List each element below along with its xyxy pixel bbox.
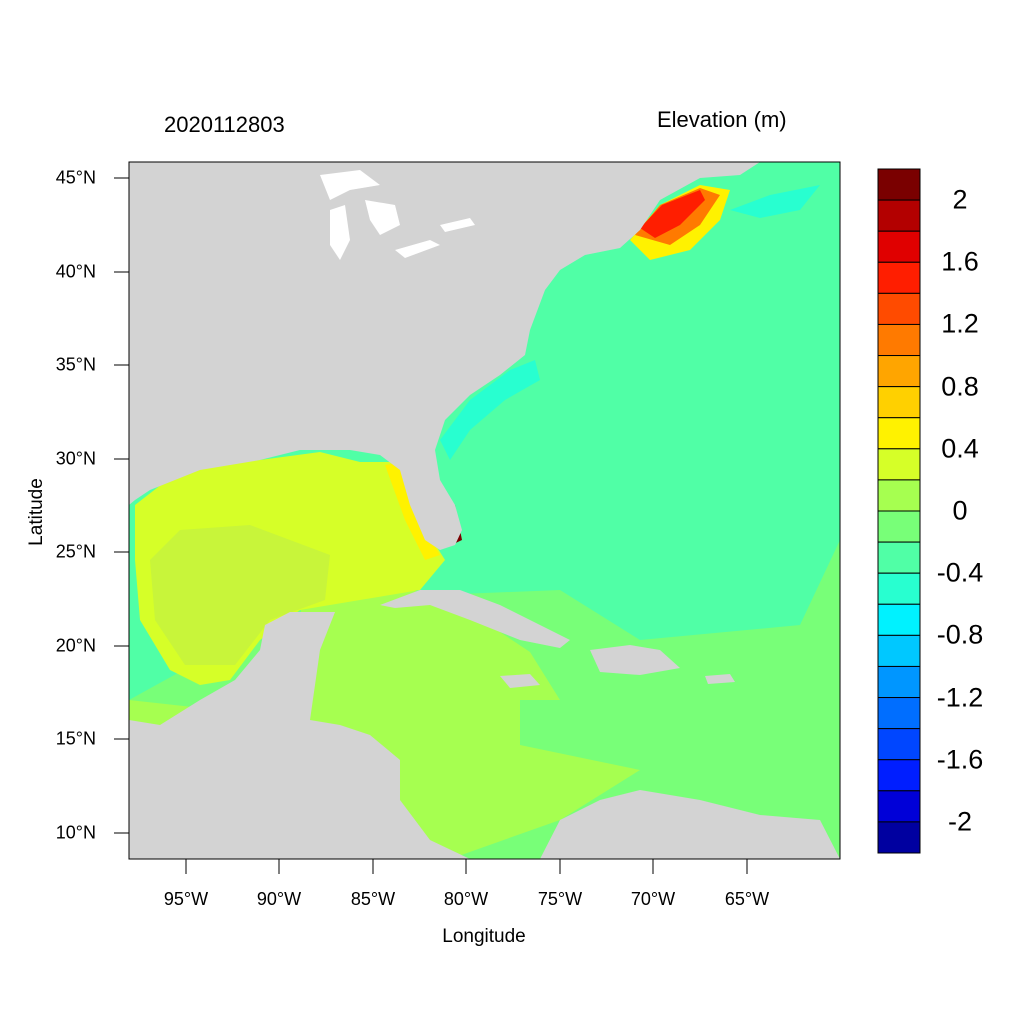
colorbar-swatch xyxy=(877,759,921,792)
lon-tick-label: 95°W xyxy=(163,889,209,909)
axis-ticks xyxy=(114,177,748,874)
lat-tick-label: 10°N xyxy=(55,822,96,843)
colorbar-swatch xyxy=(877,697,921,730)
colorbar-label: 1.6 xyxy=(941,246,979,277)
colorbar-label: -1.2 xyxy=(936,682,984,713)
lon-tick-label: 75°W xyxy=(537,889,583,909)
colorbar-swatch xyxy=(877,199,921,232)
colorbar xyxy=(877,168,921,854)
colorbar-swatch xyxy=(877,821,921,854)
north-america-land xyxy=(129,162,760,550)
colorbar-swatch xyxy=(877,261,921,294)
colorbar-swatch xyxy=(877,634,921,667)
colorbar-label: -0.4 xyxy=(936,557,984,588)
variable-title: Elevation (m) xyxy=(657,107,787,132)
colorbar-label: 0 xyxy=(952,495,968,526)
colorbar-swatch xyxy=(877,292,921,325)
x-axis-title: Longitude xyxy=(442,926,526,947)
lon-tick-label: 70°W xyxy=(630,889,676,909)
colorbar-swatch xyxy=(877,728,921,761)
colorbar-swatch xyxy=(877,386,921,419)
lake-superior xyxy=(320,170,380,200)
new-england-surge-high xyxy=(640,190,705,238)
colorbar-label: 1.2 xyxy=(941,308,979,339)
hispaniola xyxy=(590,645,680,675)
lon-tick-label: 65°W xyxy=(724,889,770,909)
map-layers xyxy=(129,162,840,859)
lat-tick-label: 45°N xyxy=(55,167,96,188)
colorbar-swatch xyxy=(877,572,921,605)
colorbar-swatch xyxy=(877,355,921,388)
colorbar-swatch xyxy=(877,790,921,823)
lat-tick-label: 15°N xyxy=(55,728,96,749)
lon-tick-label: 80°W xyxy=(443,889,489,909)
colorbar-swatch xyxy=(877,665,921,699)
colorbar-swatch xyxy=(877,479,921,512)
colorbar-swatch xyxy=(877,448,921,481)
southeast-shelf xyxy=(440,360,540,460)
lake-erie xyxy=(395,240,440,258)
colorbar-label: 0.8 xyxy=(941,371,979,402)
central-america-land xyxy=(129,612,470,859)
colorbar-label: 2 xyxy=(952,184,968,215)
gulf-inner xyxy=(150,525,330,665)
colorbar-label: 0.4 xyxy=(941,433,979,464)
colorbar-label: -2 xyxy=(947,806,973,837)
lat-tick-label: 40°N xyxy=(55,261,96,282)
colorbar-swatch xyxy=(877,510,921,543)
y-axis-title: Latitude xyxy=(26,478,47,546)
cuba xyxy=(380,590,570,648)
gulf-of-maine-shelf xyxy=(730,185,820,218)
colorbar-swatch xyxy=(877,168,921,201)
lat-tick-label: 25°N xyxy=(55,541,96,562)
lake-huron xyxy=(365,200,400,235)
lake-michigan xyxy=(330,205,350,260)
puerto-rico xyxy=(705,674,735,684)
lon-tick-label: 85°W xyxy=(350,889,396,909)
lat-tick-label: 20°N xyxy=(55,635,96,656)
south-america-land xyxy=(540,790,840,859)
colorbar-swatch xyxy=(877,417,921,450)
lon-tick-label: 90°W xyxy=(256,889,302,909)
plot-frame xyxy=(128,161,841,860)
colorbar-swatch xyxy=(877,603,921,636)
lat-tick-label: 35°N xyxy=(55,354,96,375)
colorbar-swatch xyxy=(877,230,921,263)
lake-ontario xyxy=(440,218,475,232)
colorbar-swatch xyxy=(877,323,921,357)
colorbar-label: -0.8 xyxy=(936,619,984,650)
colorbar-label: -1.6 xyxy=(936,744,984,775)
colorbar-swatch xyxy=(877,541,921,574)
jamaica xyxy=(500,674,540,688)
lat-tick-label: 30°N xyxy=(55,448,96,469)
run-timestamp: 2020112803 xyxy=(164,112,285,137)
